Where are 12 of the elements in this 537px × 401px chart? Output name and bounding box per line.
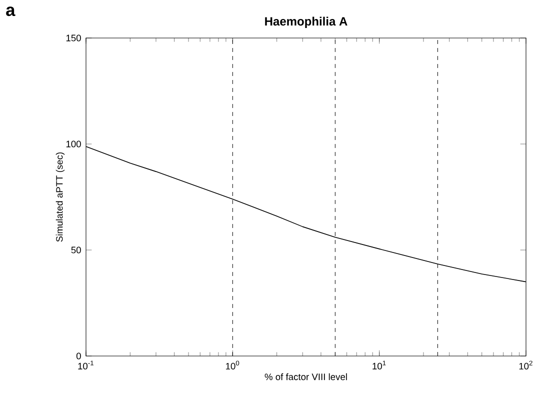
x-tick-label: 10$^{1}$ (372, 360, 386, 370)
y-tick-label: 0 (76, 352, 81, 360)
text: a (6, 6, 16, 16)
x-tick-label: 10$^{-1}$ (78, 360, 94, 370)
y-axis-title: Simulated aPTT (sec) (56, 152, 65, 242)
y-tick-label: 50 (71, 246, 81, 254)
x-tick-label: 10$^{2}$ (519, 360, 532, 370)
chart-title: Haemophilia A (265, 16, 348, 28)
x-tick-label: 10$^{0}$ (226, 360, 240, 370)
x-axis-title: % of factor VIII level (264, 373, 347, 380)
y-tick-label: 100 (66, 140, 81, 148)
y-tick-label: 150 (66, 34, 81, 42)
